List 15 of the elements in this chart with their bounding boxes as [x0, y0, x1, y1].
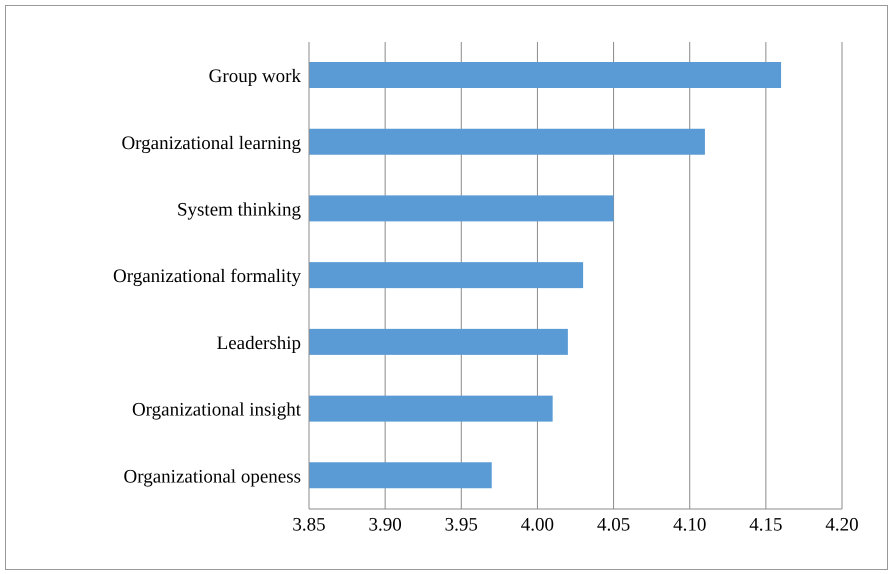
y-tick-label: System thinking [176, 200, 302, 221]
x-tick-label: 4.05 [596, 514, 630, 536]
y-tick-label: Organizational openess [124, 466, 301, 488]
y-tick-label: Leadership [216, 332, 301, 354]
x-tick-label: 3.95 [444, 514, 478, 536]
x-tick-label: 4.10 [673, 514, 706, 536]
x-tick-label: 4.20 [825, 514, 859, 536]
y-tick-label: Organizational insight [132, 400, 302, 421]
x-tick-label: 4.00 [520, 514, 554, 536]
y-tick-label: Organizational learning [121, 132, 302, 154]
x-tick-label: 3.85 [292, 514, 326, 536]
y-tick-label: Organizational formality [112, 266, 302, 288]
x-tick-label: 3.90 [368, 514, 402, 536]
x-tick-label: 4.15 [749, 514, 782, 536]
y-tick-label: Group work [208, 66, 302, 88]
